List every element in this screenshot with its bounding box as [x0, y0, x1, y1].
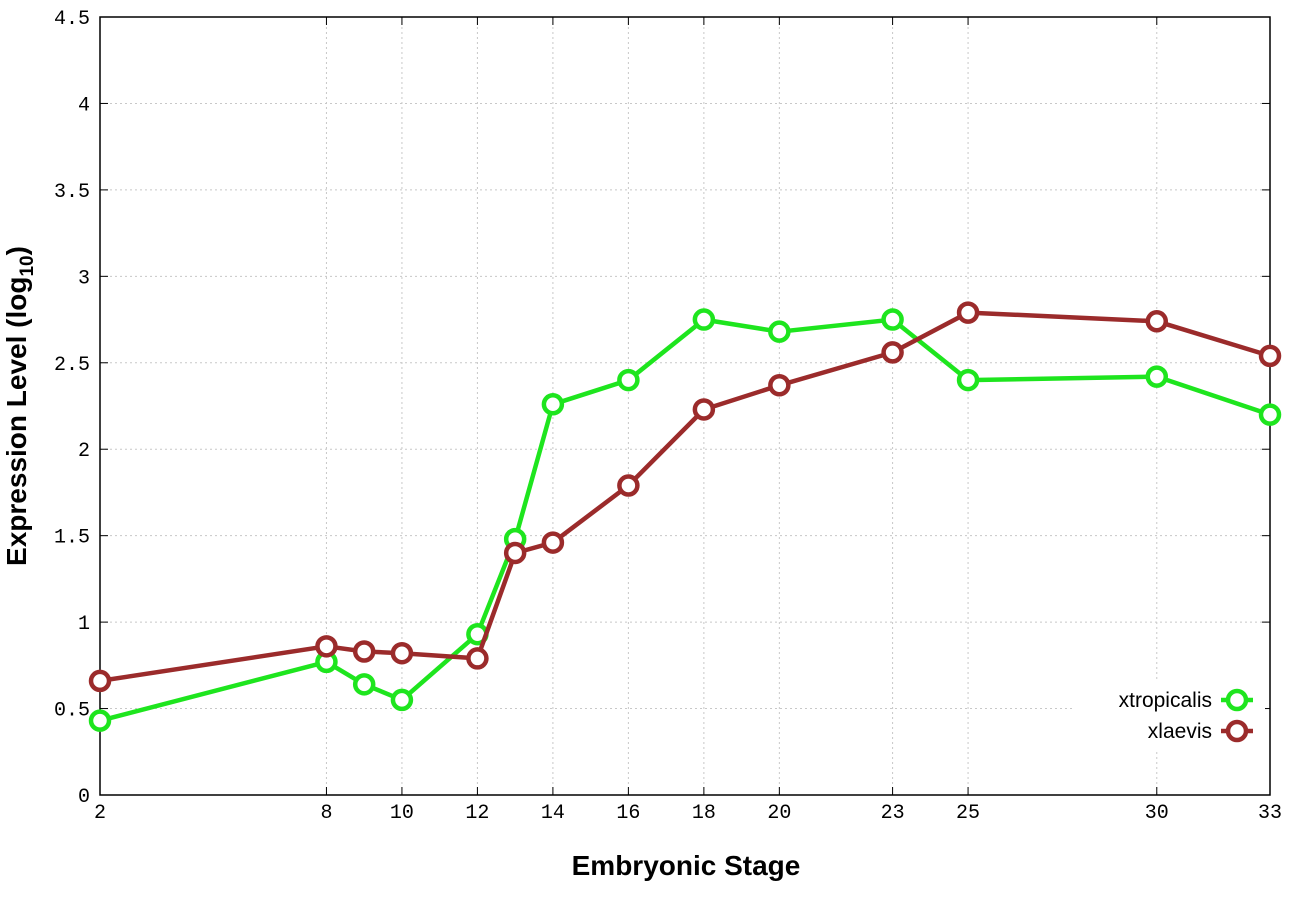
data-point: [881, 341, 904, 364]
data-point: [617, 474, 640, 497]
y-axis-title: Expression Level (log10): [1, 246, 38, 566]
x-tick-label: 20: [767, 802, 791, 825]
legend: xtropicalis xlaevis: [1075, 680, 1265, 750]
axis-ticks: 0 0.5 1 1.5 2 2.5 3 3.5 4 4.5 2 8 10 12 14 16 18 20 23 25 30…: [54, 8, 1282, 825]
x-tick-label: 10: [390, 802, 414, 825]
y-tick-label: 3.5: [54, 181, 90, 204]
series-xtropicalis: [88, 308, 1282, 732]
x-tick-label: 33: [1258, 802, 1282, 825]
series-xlaevis: [88, 301, 1282, 693]
y-tick-label: 4.5: [54, 8, 90, 31]
legend-marker: [1225, 688, 1249, 712]
y-tick-label: 0.5: [54, 700, 90, 723]
y-tick-label: 3: [78, 267, 90, 290]
data-point: [390, 641, 414, 665]
y-tick-label: 4: [78, 94, 90, 117]
data-point: [390, 688, 414, 712]
data-point: [1145, 365, 1169, 388]
data-point: [88, 669, 112, 693]
x-tick-label: 18: [692, 802, 716, 825]
x-tick-label: 30: [1145, 802, 1169, 825]
data-point: [768, 374, 791, 397]
y-tick-label: 1: [78, 613, 90, 636]
data-point: [466, 647, 489, 670]
data-point: [352, 673, 376, 696]
data-point: [541, 531, 565, 554]
data-series: [88, 301, 1282, 732]
y-axis-title-main: Expression Level (log: [1, 277, 32, 566]
data-point: [1258, 403, 1282, 426]
legend-label: xlaevis: [1148, 720, 1212, 743]
data-point: [315, 635, 338, 658]
y-axis-title-end: ): [1, 246, 32, 255]
data-point: [768, 320, 791, 343]
y-tick-label: 1.5: [54, 527, 90, 550]
x-tick-label: 16: [616, 802, 640, 825]
data-point: [692, 308, 716, 331]
y-axis-title-subscript: 10: [17, 255, 38, 276]
data-point: [956, 368, 980, 392]
data-point: [956, 301, 980, 324]
x-tick-label: 23: [881, 802, 905, 825]
x-tick-label: 14: [541, 802, 565, 825]
data-point: [352, 640, 376, 663]
y-tick-label: 2: [78, 440, 90, 463]
data-point: [692, 398, 716, 421]
y-tick-label: 2.5: [54, 354, 90, 377]
x-tick-label: 12: [465, 802, 489, 825]
x-tick-label: 25: [956, 802, 980, 825]
data-point: [617, 368, 640, 392]
data-point: [541, 393, 565, 416]
data-point: [88, 709, 112, 732]
series-line: [99, 317, 1271, 723]
x-tick-label: 8: [320, 802, 332, 825]
legend-marker: [1225, 719, 1249, 743]
x-tick-label: 2: [94, 802, 106, 825]
data-point: [1258, 344, 1282, 368]
legend-label: xtropicalis: [1119, 689, 1212, 712]
x-axis-title: Embryonic Stage: [572, 850, 801, 881]
data-point: [1145, 310, 1169, 333]
grid: [100, 17, 1270, 795]
data-point: [503, 541, 527, 565]
series-line: [99, 310, 1271, 684]
y-tick-label: 0: [78, 786, 90, 809]
plot-area-frame: [99, 16, 1271, 796]
data-point: [881, 308, 904, 331]
